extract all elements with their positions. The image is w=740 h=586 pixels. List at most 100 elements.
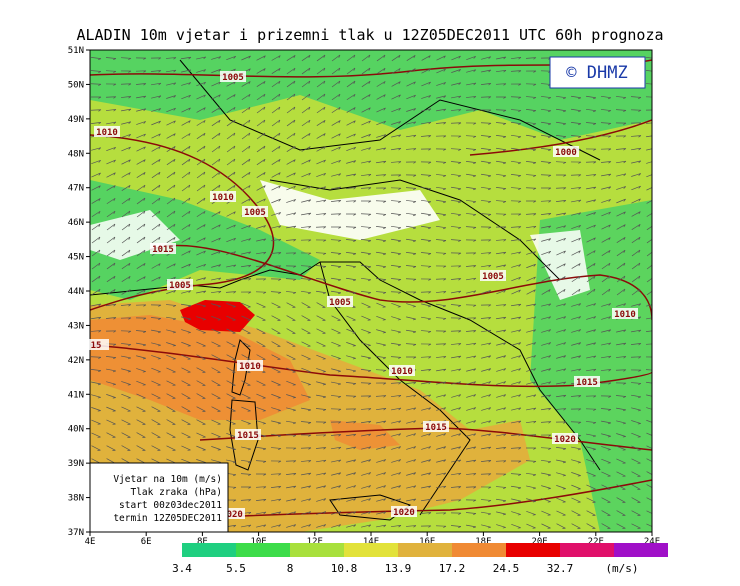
wind-arrow: [346, 264, 357, 269]
wind-arrow: [375, 369, 387, 372]
wind-arrow: [375, 395, 387, 398]
wind-arrow: [211, 393, 221, 399]
wind-arrow: [631, 198, 641, 204]
wind-arrow: [451, 472, 462, 476]
wind-arrow: [136, 197, 146, 205]
wind-arrow: [150, 304, 162, 307]
wind-arrow: [316, 173, 326, 177]
colorbar-label: 32.7: [547, 562, 574, 575]
wind-arrow: [271, 172, 281, 178]
wind-arrow: [405, 187, 417, 190]
wind-arrow: [106, 172, 116, 178]
wind-arrow: [390, 356, 402, 359]
wind-arrow: [181, 210, 191, 218]
wind-arrow: [435, 252, 447, 255]
wind-arrow: [136, 159, 146, 165]
wind-arrow: [166, 342, 176, 347]
wind-arrow: [391, 420, 402, 424]
wind-arrow: [331, 524, 342, 528]
wind-arrow: [601, 316, 612, 320]
wind-arrow: [105, 330, 117, 333]
wind-arrow: [376, 160, 387, 164]
wind-arrow: [121, 368, 131, 373]
wind-arrow: [301, 367, 311, 373]
wind-arrow: [211, 56, 222, 60]
wind-arrow: [601, 420, 612, 425]
wind-arrow: [331, 472, 342, 476]
wind-arrow: [420, 161, 432, 164]
wind-arrow: [256, 251, 267, 255]
wind-arrow: [241, 238, 252, 242]
wind-arrow: [241, 446, 251, 451]
wind-arrow: [151, 355, 161, 360]
wind-arrow: [346, 355, 356, 360]
wind-arrow: [226, 132, 236, 140]
wind-arrow: [466, 381, 477, 385]
wind-arrow: [91, 172, 101, 178]
wind-arrow: [346, 472, 357, 476]
wind-arrow: [106, 406, 116, 412]
wind-arrow: [255, 498, 267, 502]
wind-arrow: [585, 122, 597, 126]
wind-arrow: [510, 433, 522, 437]
wind-arrow: [316, 67, 326, 75]
wind-arrow: [135, 70, 147, 73]
wind-arrow: [166, 210, 176, 218]
wind-arrow: [286, 498, 297, 502]
wind-arrow: [256, 145, 266, 153]
wind-arrow: [256, 93, 266, 101]
wind-arrow: [136, 445, 146, 451]
wind-arrow: [450, 317, 462, 320]
wind-arrow: [316, 199, 327, 203]
wind-arrow: [376, 446, 387, 450]
wind-arrow: [196, 290, 207, 294]
wind-arrow: [631, 224, 641, 230]
wind-arrow: [300, 460, 312, 463]
wind-arrow: [346, 446, 357, 450]
wind-arrow: [495, 200, 507, 203]
wind-arrow: [526, 510, 536, 516]
wind-arrow: [286, 199, 297, 203]
wind-arrow: [196, 145, 206, 153]
wind-arrow: [91, 381, 102, 386]
wind-arrow: [241, 302, 251, 308]
wind-arrow: [361, 524, 372, 528]
lat-label: 37N: [68, 528, 84, 538]
wind-arrow: [495, 486, 507, 489]
wind-arrow: [645, 122, 652, 124]
wind-arrow: [226, 380, 236, 386]
wind-arrow: [376, 107, 386, 113]
wind-arrow: [211, 367, 221, 373]
wind-arrow: [151, 223, 161, 231]
wind-arrow: [331, 159, 341, 165]
wind-arrow: [301, 394, 311, 399]
wind-arrow: [466, 524, 477, 529]
wind-arrow: [571, 303, 582, 307]
wind-arrow: [646, 458, 652, 462]
wind-arrow: [196, 81, 206, 87]
wind-arrow: [285, 460, 297, 463]
isobar-label-bg: [389, 365, 415, 376]
wind-arrow: [511, 276, 521, 282]
wind-arrow: [121, 172, 131, 178]
wind-arrow: [391, 498, 402, 502]
wind-arrow: [376, 342, 386, 347]
wind-arrow: [465, 213, 477, 217]
wind-arrow: [361, 511, 372, 515]
wind-arrow: [631, 497, 641, 503]
wind-arrow: [631, 329, 642, 333]
wind-arrow: [391, 329, 401, 334]
legend-line: Tlak zraka (hPa): [130, 487, 222, 498]
wind-arrow: [346, 368, 357, 373]
wind-arrow: [151, 159, 161, 165]
wind-arrow: [316, 381, 326, 386]
wind-arrow: [270, 447, 282, 450]
wind-arrow: [495, 122, 507, 125]
wind-arrow: [181, 69, 192, 73]
wind-arrow: [466, 446, 477, 450]
wind-arrow: [271, 198, 281, 204]
wind-arrow: [346, 433, 357, 437]
wind-arrow: [106, 419, 116, 425]
wind-arrow: [271, 145, 281, 153]
wind-arrow: [301, 212, 312, 216]
